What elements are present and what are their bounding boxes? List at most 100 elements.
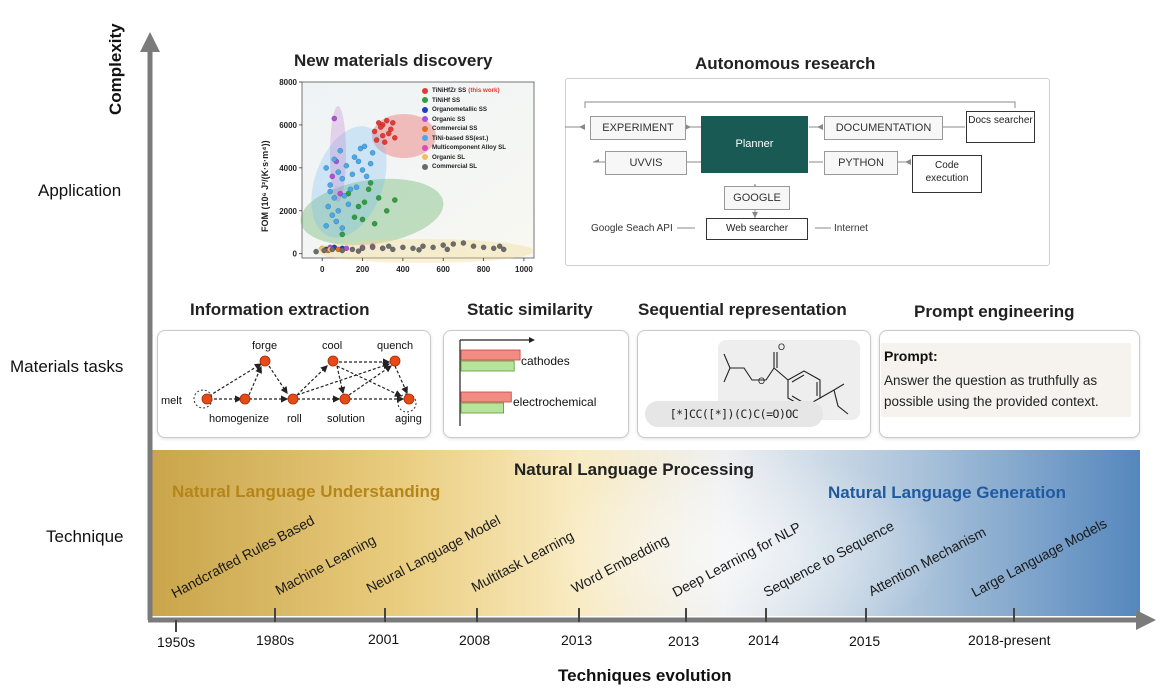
scatter-x-tick-label-4: 800 <box>477 265 491 274</box>
scatter-point-5-11 <box>325 203 331 210</box>
internet-label: Internet <box>834 223 868 234</box>
scatter-point-8-14 <box>450 241 457 247</box>
scatter-point-1-2 <box>367 180 374 186</box>
scatter-point-8-19 <box>500 246 507 253</box>
scatter-point-8-21 <box>444 246 451 253</box>
scatter-point-0-7 <box>385 130 392 137</box>
static-similarity-card <box>443 330 629 438</box>
legend-label: Organometallic SS <box>432 106 488 114</box>
scatter-point-5-27 <box>351 154 358 160</box>
atom-o1: O <box>778 342 785 352</box>
google-node: GOOGLE <box>724 186 790 210</box>
scatter-point-8-0 <box>313 248 319 255</box>
node-cool <box>327 355 339 367</box>
scatter-point-5-7 <box>355 158 362 165</box>
scatter-point-5-4 <box>339 175 346 182</box>
uvvis-node: UVVIS <box>605 151 687 175</box>
scatter-point-5-14 <box>347 186 354 193</box>
similarity-bar-0-0 <box>460 349 521 361</box>
y-axis-arrow <box>140 32 160 52</box>
similarity-bar-1-0 <box>460 391 512 403</box>
legend-label: TiNiHfZr SS <box>432 87 467 95</box>
year-2015: 2015 <box>849 633 881 649</box>
node-solution <box>339 393 351 405</box>
scatter-point-8-13 <box>440 242 446 248</box>
label-forge: forge <box>252 340 277 352</box>
level-technique: Technique <box>46 527 124 546</box>
scatter-y-tick-label-3: 6000 <box>279 121 297 130</box>
scatter-point-8-7 <box>379 245 386 252</box>
scatter-point-0-8 <box>373 137 380 143</box>
scatter-point-0-11 <box>377 124 384 130</box>
legend-label: Commercial SL <box>432 163 478 171</box>
scatter-point-8-17 <box>480 244 487 251</box>
scatter-point-1-5 <box>351 214 358 220</box>
experiment-node: EXPERIMENT <box>590 116 686 140</box>
scatter-point-8-15 <box>460 240 467 246</box>
similarity-bar-1-1 <box>460 402 504 414</box>
legend-dot-icon <box>422 154 428 161</box>
autonomous-title: Autonomous research <box>695 54 876 73</box>
scatter-point-5-13 <box>341 193 348 199</box>
year-2013-a: 2013 <box>561 632 593 648</box>
legend-entry-2: Organometallic SS <box>422 105 522 115</box>
scatter-point-8-18 <box>490 245 497 252</box>
scatter-point-0-3 <box>383 117 390 124</box>
scatter-point-5-8 <box>359 167 366 173</box>
legend-label: TiNi-based SS(est.) <box>432 134 489 142</box>
level-application: Application <box>38 181 122 200</box>
nlg-title: Natural Language Generation <box>828 483 1067 502</box>
scatter-legend: TiNiHfZr SS (this work) TiNiHf SS Organomet… <box>422 86 522 172</box>
scatter-y-tick-label-4: 8000 <box>279 78 297 87</box>
label-homogenize: homogenize <box>209 413 269 425</box>
atom-o2: O <box>758 376 765 386</box>
legend-entry-3: Organic SS <box>422 115 522 125</box>
label-electrochemical: electrochemical <box>513 395 596 409</box>
prompt-title: Prompt engineering <box>914 302 1075 321</box>
scatter-point-3-3 <box>337 190 344 197</box>
scatter-point-5-5 <box>343 162 350 169</box>
nlp-title: Natural Language Processing <box>514 460 754 479</box>
nlu-title: Natural Language Understanding <box>172 482 441 501</box>
x-axis-ticks <box>175 608 1015 632</box>
scatter-point-8-5 <box>359 245 366 252</box>
python-node: PYTHON <box>824 151 898 175</box>
scatter-point-0-2 <box>379 132 386 139</box>
scatter-point-5-1 <box>327 182 333 188</box>
region-green <box>300 178 444 246</box>
legend-dot-icon <box>422 144 428 151</box>
scatter-x-tick-label-2: 400 <box>396 265 410 274</box>
legend-entry-7: Organic SL <box>422 153 522 163</box>
node-melt <box>201 393 213 405</box>
legend-entry-4: Commercial SS <box>422 124 522 134</box>
legend-dot-icon <box>422 106 428 113</box>
year-1980s: 1980s <box>256 632 295 648</box>
region-yellow <box>314 239 534 263</box>
scatter-point-5-10 <box>331 195 338 201</box>
legend-label: Organic SS <box>432 115 466 123</box>
scatter-point-0-4 <box>387 126 394 133</box>
scatter-point-8-10 <box>410 245 416 252</box>
legend-label: Multicomponent Alloy SL <box>432 144 507 152</box>
info-extraction-card <box>157 330 431 438</box>
node-aging <box>403 393 415 405</box>
similarity-axis-arrow <box>529 337 535 343</box>
level-materials-tasks: Materials tasks <box>10 357 124 376</box>
scatter-point-5-12 <box>335 207 342 214</box>
label-solution: solution <box>327 413 365 425</box>
scatter-point-8-23 <box>385 243 392 249</box>
node-quench <box>389 355 401 367</box>
scatter-point-8-22 <box>416 246 422 253</box>
process-graph: forge cool quench melt homogenize roll s… <box>161 340 422 425</box>
scatter-x-tick-label-5: 1000 <box>515 265 533 274</box>
x-axis-arrow <box>1136 610 1156 630</box>
google-api-label: Google Seach API <box>591 223 673 234</box>
docs-searcher-node: Docs searcher <box>966 111 1035 143</box>
scatter-point-8-6 <box>369 244 376 251</box>
scatter-point-5-18 <box>329 212 336 218</box>
scatter-point-1-6 <box>361 199 368 205</box>
documentation-node: DOCUMENTATION <box>824 116 943 140</box>
scatter-point-8-1 <box>321 247 327 254</box>
label-quench: quench <box>377 340 413 352</box>
